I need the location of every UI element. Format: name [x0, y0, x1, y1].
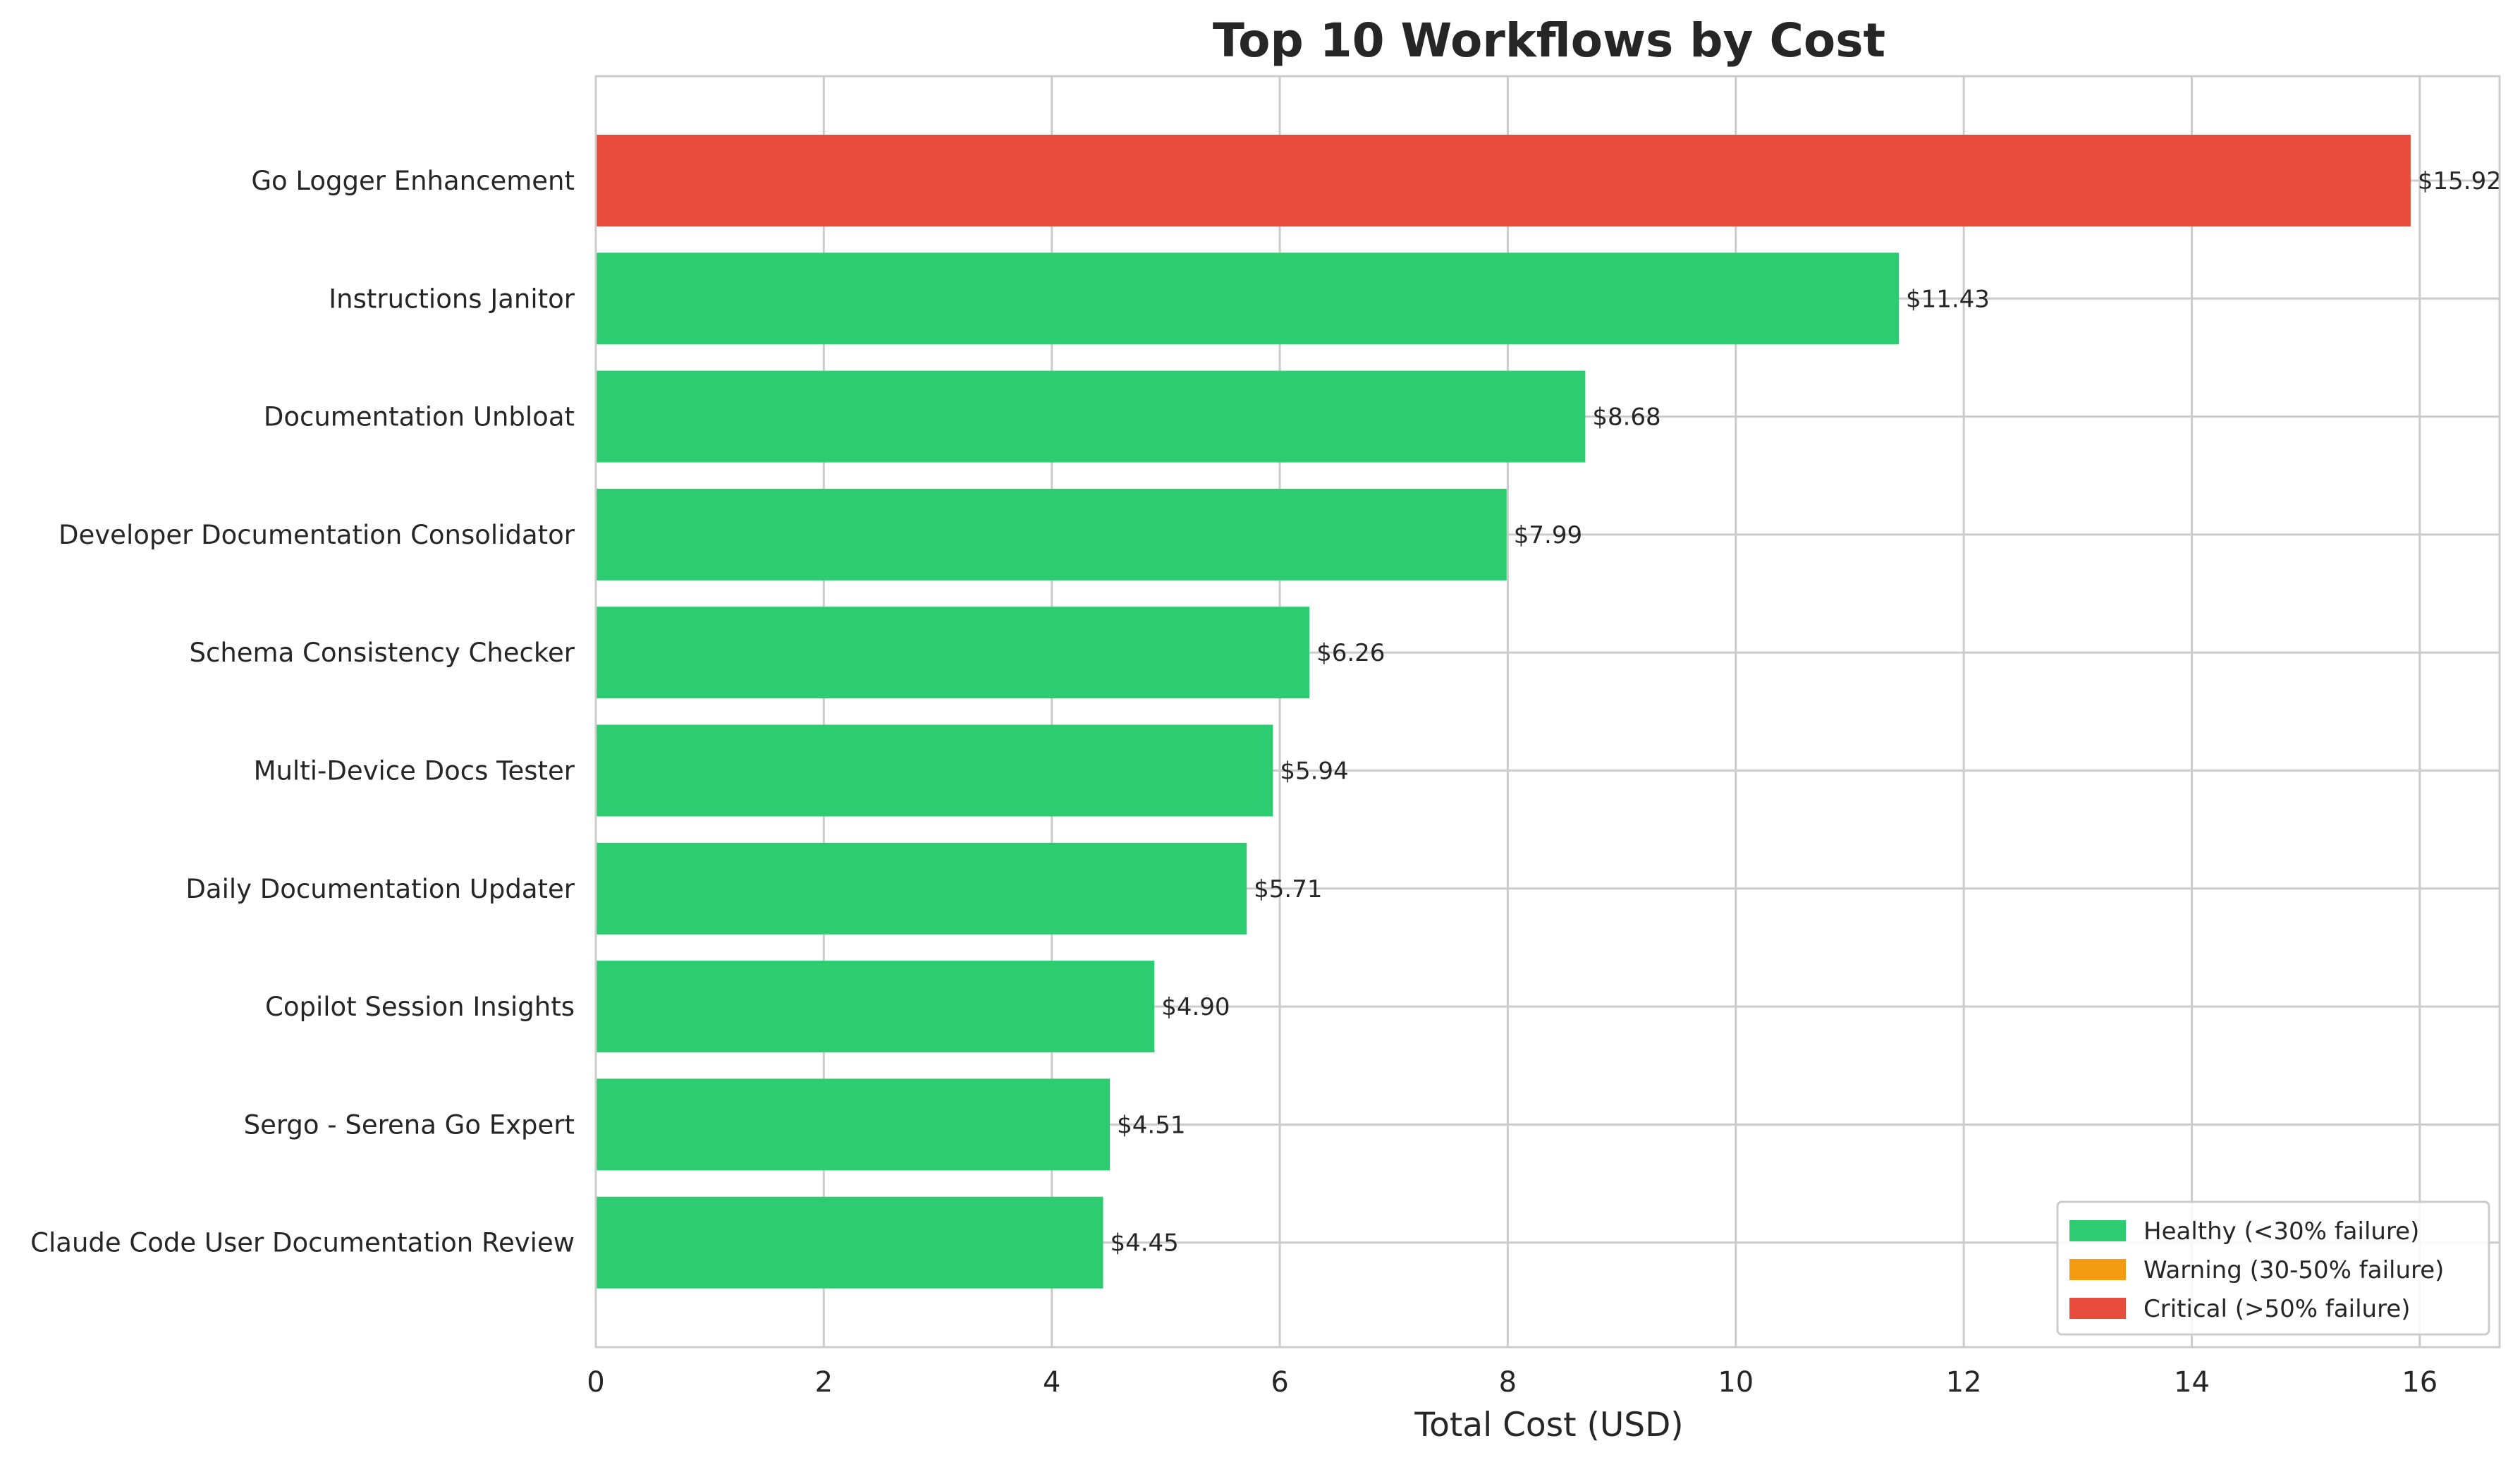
bar: [596, 961, 1155, 1053]
data-label: $15.92: [2418, 167, 2502, 195]
x-tick-label: 10: [1718, 1366, 1754, 1399]
data-label: $8.68: [1592, 403, 1660, 432]
legend-swatch: [2069, 1259, 2126, 1280]
x-tick-label: 14: [2174, 1366, 2210, 1399]
data-label: $5.71: [1254, 875, 1322, 904]
category-label: Instructions Janitor: [329, 284, 575, 314]
bar: [596, 607, 1310, 699]
category-label: Go Logger Enhancement: [251, 166, 575, 196]
x-tick-label: 2: [815, 1366, 833, 1399]
category-label: Schema Consistency Checker: [190, 638, 575, 668]
x-tick-label: 6: [1271, 1366, 1288, 1399]
x-axis-ticks: 0 2 4 6 8 10 12 14 16: [587, 1366, 2438, 1399]
legend-swatch: [2069, 1220, 2126, 1241]
legend-box: [2056, 1200, 2490, 1336]
legend: Healthy (<30% failure) Warning (30-50% fa…: [2056, 1200, 2490, 1336]
bar: [596, 842, 1247, 935]
x-axis-label: Total Cost (USD): [1414, 1406, 1683, 1444]
legend-label: Warning (30-50% failure): [2143, 1256, 2444, 1284]
bar: [596, 1196, 1103, 1289]
data-label: $4.45: [1110, 1229, 1178, 1258]
category-labels: Go Logger Enhancement Instructions Janito…: [30, 166, 575, 1258]
plot-frame: [594, 75, 2501, 1349]
data-label: $11.43: [1906, 285, 1990, 313]
x-tick-label: 4: [1043, 1366, 1060, 1399]
bar: [596, 724, 1273, 817]
data-label: $4.51: [1117, 1111, 1185, 1139]
bars: [596, 135, 2411, 1289]
category-label: Multi-Device Docs Tester: [254, 756, 575, 786]
x-tick-label: 16: [2402, 1366, 2438, 1399]
category-label: Claude Code User Documentation Review: [30, 1228, 575, 1258]
bar: [596, 135, 2411, 226]
category-label: Developer Documentation Consolidator: [59, 520, 575, 550]
bar: [596, 1078, 1111, 1171]
category-label: Copilot Session Insights: [265, 992, 575, 1022]
bar: [596, 370, 1586, 463]
category-label: Sergo - Serena Go Expert: [244, 1109, 575, 1140]
data-label: $5.94: [1280, 758, 1348, 786]
bar: [596, 488, 1507, 580]
legend-swatch: [2069, 1298, 2126, 1319]
bar: [596, 253, 1899, 345]
x-tick-label: 12: [1946, 1366, 1982, 1399]
data-label: $6.26: [1316, 639, 1385, 667]
category-label: Daily Documentation Updater: [185, 874, 575, 904]
x-tick-label: 8: [1499, 1366, 1517, 1399]
value-labels: $15.92 $11.43 $8.68 $7.99 $6.26 $5.94 $5.71 $4.…: [1110, 167, 2501, 1258]
data-label: $7.99: [1514, 521, 1582, 549]
chart-title: Top 10 Workflows by Cost: [1213, 13, 1885, 68]
legend-label: Critical (>50% failure): [2143, 1295, 2411, 1323]
x-tick-label: 0: [587, 1366, 604, 1399]
category-label: Documentation Unbloat: [264, 402, 575, 432]
legend-label: Healthy (<30% failure): [2143, 1217, 2419, 1246]
data-label: $4.90: [1161, 993, 1230, 1021]
